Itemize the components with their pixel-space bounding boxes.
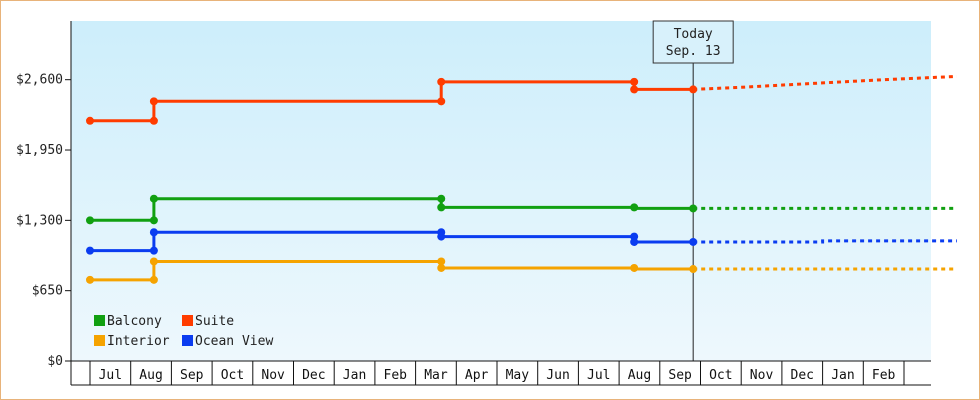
- data-point-balcony[interactable]: [689, 204, 698, 213]
- data-point-interior[interactable]: [689, 265, 698, 274]
- y-tick-label: $1,300: [16, 213, 63, 228]
- legend-swatch: [182, 315, 193, 326]
- y-tick-label: $1,950: [16, 143, 63, 158]
- data-point-interior[interactable]: [437, 257, 446, 266]
- x-tick-label: Aug: [139, 368, 162, 383]
- data-point-balcony[interactable]: [437, 203, 446, 212]
- data-point-suite[interactable]: [689, 85, 698, 94]
- data-point-suite[interactable]: [437, 97, 446, 106]
- data-point-suite[interactable]: [630, 77, 639, 86]
- data-point-ocean-view[interactable]: [630, 237, 639, 246]
- x-tick-label: Dec: [302, 368, 325, 383]
- x-tick-label: May: [506, 368, 530, 383]
- series-group: [86, 74, 957, 284]
- legend-label: Suite: [195, 314, 234, 329]
- data-point-balcony[interactable]: [149, 194, 158, 203]
- x-tick-label: Aug: [628, 368, 651, 383]
- x-tick-label: Dec: [791, 368, 814, 383]
- data-point-suite[interactable]: [437, 77, 446, 86]
- x-tick-label: Sep: [668, 368, 692, 383]
- today-label: Today: [674, 27, 713, 42]
- data-point-interior[interactable]: [86, 275, 94, 284]
- legend-label: Ocean View: [195, 334, 273, 349]
- legend-swatch: [94, 315, 105, 326]
- today-marker: Today Sep. 13: [652, 20, 734, 361]
- y-tick-label: $0: [47, 354, 63, 369]
- y-tick-label: $650: [32, 284, 63, 299]
- data-point-balcony[interactable]: [149, 216, 158, 225]
- data-point-ocean-view[interactable]: [149, 228, 158, 237]
- x-tick-label: Apr: [465, 368, 489, 383]
- x-tick-label: Nov: [261, 368, 285, 383]
- data-point-balcony[interactable]: [630, 203, 639, 212]
- data-point-ocean-view[interactable]: [437, 232, 446, 241]
- x-tick-label: Sep: [180, 368, 204, 383]
- legend: Balcony Suite Interior Ocean View: [94, 314, 273, 349]
- data-point-ocean-view[interactable]: [149, 246, 158, 255]
- x-tick-label: Jul: [587, 368, 610, 383]
- plot-background: [71, 21, 931, 361]
- x-tick-label: Oct: [709, 368, 732, 383]
- forecast-line-ocean-view: [693, 239, 957, 244]
- data-point-suite[interactable]: [149, 97, 158, 106]
- x-tick-label: Feb: [872, 368, 896, 383]
- data-point-interior[interactable]: [630, 263, 639, 272]
- x-tick-label: Nov: [750, 368, 774, 383]
- data-point-interior[interactable]: [149, 257, 158, 266]
- today-date-label: Sep. 13: [666, 44, 721, 59]
- legend-label: Interior: [107, 334, 170, 349]
- data-point-balcony[interactable]: [86, 216, 94, 225]
- data-point-ocean-view[interactable]: [689, 237, 698, 246]
- data-point-interior[interactable]: [437, 263, 446, 272]
- legend-swatch: [94, 335, 105, 346]
- today-label-box: [652, 20, 734, 64]
- x-tick-label: Feb: [384, 368, 408, 383]
- data-point-balcony[interactable]: [437, 194, 446, 203]
- data-point-interior[interactable]: [149, 275, 158, 284]
- x-tick-label: Jul: [99, 368, 122, 383]
- legend-swatch: [182, 335, 193, 346]
- x-tick-label: Jun: [546, 368, 569, 383]
- x-tick-label: Mar: [424, 368, 448, 383]
- data-point-suite[interactable]: [86, 116, 94, 125]
- axes: $0 $650 $1,300 $1,950 $2,600 Jul Aug Sep Oct Nov D…: [16, 21, 931, 386]
- data-point-ocean-view[interactable]: [86, 246, 94, 255]
- legend-label: Balcony: [107, 314, 162, 329]
- y-tick-label: $2,600: [16, 73, 63, 88]
- x-tick-label: Jan: [343, 368, 366, 383]
- x-tick-label: Oct: [221, 368, 244, 383]
- x-tick-label: Jan: [831, 368, 854, 383]
- forecast-line-suite: [693, 74, 957, 91]
- data-point-suite[interactable]: [149, 116, 158, 125]
- data-point-suite[interactable]: [630, 85, 639, 94]
